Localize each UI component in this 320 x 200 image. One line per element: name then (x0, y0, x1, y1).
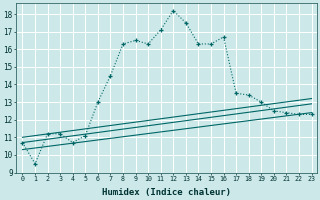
X-axis label: Humidex (Indice chaleur): Humidex (Indice chaleur) (102, 188, 231, 197)
